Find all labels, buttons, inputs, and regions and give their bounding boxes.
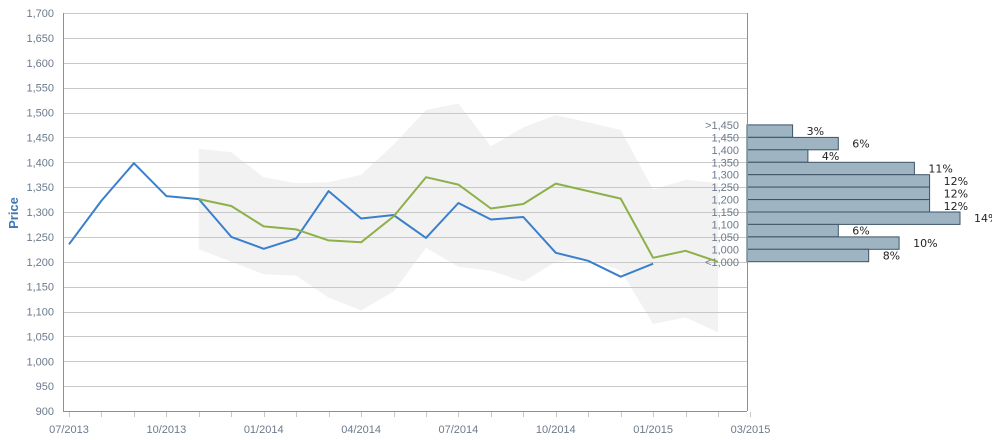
x-tick-label: 01/2015 xyxy=(633,424,673,436)
y-tick-label: 1,000 xyxy=(26,356,54,368)
x-tick-label: 07/2014 xyxy=(439,424,479,436)
x-tick-label: 10/2014 xyxy=(536,424,576,436)
histogram-bar xyxy=(746,223,839,238)
forecast-price-line xyxy=(198,176,719,263)
histogram-pct-label: 12% xyxy=(944,200,968,213)
histogram-bar xyxy=(746,248,870,263)
histogram-pct-label: 6% xyxy=(852,225,869,238)
x-tick-label: 10/2013 xyxy=(147,424,187,436)
histogram-bin-label: 1,050 xyxy=(711,232,739,244)
histogram: 3% >1,450 6% 1,450 4% 1,400 11% 1,350 12% 1,300 12… xyxy=(705,120,992,269)
histogram-bin-label: 1,150 xyxy=(711,207,739,219)
y-tick-label: 1,550 xyxy=(26,83,54,95)
histogram-pct-label: 8% xyxy=(883,250,900,263)
axes xyxy=(63,13,751,417)
y-tick-label: 1,100 xyxy=(26,307,54,319)
y-tick-label: 1,600 xyxy=(26,58,54,70)
x-tick-label: 01/2014 xyxy=(244,424,284,436)
histogram-pct-label: 3% xyxy=(807,125,824,138)
y-axis-label: Price xyxy=(6,197,21,229)
y-tick-label: 1,150 xyxy=(26,282,54,294)
histogram-bin-label: 1,000 xyxy=(711,244,739,256)
histogram-bin-label: 1,200 xyxy=(711,195,739,207)
histogram-bin-label: >1,450 xyxy=(705,120,739,132)
histogram-bin-label: 1,450 xyxy=(711,132,739,144)
histogram-pct-label: 11% xyxy=(928,163,952,176)
histogram-bar xyxy=(746,161,915,176)
x-tick-label: 03/2015 xyxy=(731,424,771,436)
histogram-bar xyxy=(746,211,961,225)
y-tick-label: 1,500 xyxy=(26,108,54,120)
y-tick-label: 1,450 xyxy=(26,132,54,144)
histogram-pct-label: 4% xyxy=(822,150,839,163)
histogram-bar xyxy=(746,124,794,138)
y-axis-tick-labels: 900 950 1,000 1,050 1,100 1,150 1,200 1,250 1,30… xyxy=(26,8,54,418)
x-tick-label: 04/2014 xyxy=(341,424,381,436)
histogram-pct-label: 14% xyxy=(974,212,992,225)
y-tick-label: 1,650 xyxy=(26,33,54,45)
actual-price-line xyxy=(68,162,654,278)
x-axis-tick-labels: 07/2013 10/2013 01/2014 04/2014 07/2014 10/20… xyxy=(49,424,770,436)
histogram-bin-label: 1,250 xyxy=(711,182,739,194)
y-tick-label: 950 xyxy=(36,381,54,393)
histogram-bin-label: 1,400 xyxy=(711,145,739,157)
x-tick-label: 07/2013 xyxy=(49,424,89,436)
y-tick-label: 1,700 xyxy=(26,8,54,20)
histogram-bin-label: 1,350 xyxy=(711,157,739,169)
histogram-pct-label: 12% xyxy=(944,175,968,188)
y-tick-label: 1,300 xyxy=(26,207,54,219)
confidence-band xyxy=(198,103,719,333)
y-tick-label: 1,350 xyxy=(26,182,54,194)
y-tick-label: 900 xyxy=(36,406,54,418)
confidence-band-layer xyxy=(198,103,719,333)
histogram-bar xyxy=(746,174,931,188)
series-lines xyxy=(68,162,719,278)
histogram-bar xyxy=(746,186,931,201)
y-tick-label: 1,400 xyxy=(26,157,54,169)
histogram-pct-label: 6% xyxy=(852,138,869,151)
histogram-bar xyxy=(746,136,839,151)
histogram-bin-label: 1,300 xyxy=(711,170,739,182)
histogram-pct-label: 12% xyxy=(944,187,968,200)
y-tick-label: 1,250 xyxy=(26,232,54,244)
histogram-bin-label: 1,100 xyxy=(711,219,739,231)
histogram-pct-label: 10% xyxy=(913,237,937,250)
histogram-bar xyxy=(746,149,809,163)
histogram-bar xyxy=(746,199,931,213)
y-tick-label: 1,200 xyxy=(26,257,54,269)
y-tick-label: 1,050 xyxy=(26,331,54,343)
gridlines xyxy=(63,13,747,412)
histogram-bar xyxy=(746,236,900,250)
